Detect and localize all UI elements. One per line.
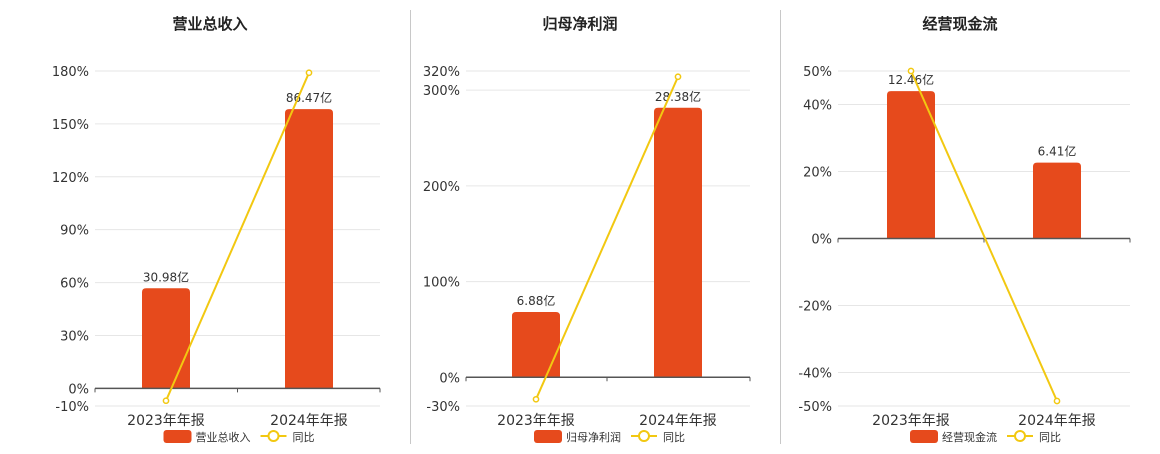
bar (887, 91, 935, 239)
series-line (910, 70, 1058, 402)
x-tick-label: 2024年年报 (270, 413, 348, 429)
bar-value-label: 86.47亿 (286, 90, 332, 105)
legend-bar-label: 营业总收入 (196, 430, 251, 444)
panel-divider (410, 10, 411, 444)
y-tick-label: -20% (798, 300, 832, 315)
x-tick-label: 2023年年报 (497, 413, 575, 429)
chart-title: 营业总收入 (172, 15, 247, 33)
legend-line-marker (1014, 430, 1026, 442)
legend-line-marker (267, 430, 280, 442)
legend-bar-swatch (910, 430, 938, 443)
line-point (674, 73, 682, 81)
y-tick-label: 40% (803, 99, 832, 114)
legend-bar-swatch (534, 430, 562, 443)
y-tick-label: 200% (423, 180, 460, 195)
legend-bar-label: 归母净利润 (566, 430, 621, 444)
x-tick-label: 2024年年报 (1018, 413, 1096, 429)
bar (1033, 162, 1081, 239)
x-tick-label: 2023年年报 (872, 413, 950, 429)
legend-line-marker (638, 430, 650, 442)
bar-value-label: 6.88亿 (517, 293, 556, 308)
y-tick-label: 30% (60, 329, 89, 344)
y-tick-label: 180% (52, 65, 89, 80)
line-point (305, 69, 313, 77)
y-tick-label: -40% (798, 367, 832, 382)
series-line (535, 76, 679, 400)
bar (142, 288, 190, 389)
y-tick-label: -10% (55, 400, 89, 415)
chart-panel: 营业总收入 -10% 0% 30% 60% 90% 120% 150% 180% 30.98亿 86… (52, 15, 381, 444)
bar (285, 109, 333, 389)
y-tick-label: -30% (426, 400, 460, 415)
y-tick-label: 90% (60, 224, 89, 239)
line-point (532, 395, 540, 403)
chart-title: 归母净利润 (542, 15, 617, 33)
chart-panel: 归母净利润 -30% 0% 100% 200% 300% 320% 6.88亿 28.38亿 20… (423, 15, 751, 444)
x-tick-label: 2024年年报 (639, 413, 717, 429)
panel-divider (780, 10, 781, 444)
line-point (1053, 397, 1061, 405)
y-tick-label: 320% (423, 65, 460, 80)
x-tick-label: 2023年年报 (127, 413, 205, 429)
y-tick-label: 100% (423, 276, 460, 291)
y-tick-label: 150% (52, 118, 89, 133)
legend-line-label: 同比 (663, 431, 685, 444)
line-point (162, 397, 170, 405)
legend-line-label: 同比 (1039, 431, 1061, 444)
y-tick-label: 0% (68, 382, 89, 397)
bar-value-label: 6.41亿 (1038, 144, 1077, 159)
bar-value-label: 30.98亿 (143, 269, 189, 284)
bar (512, 311, 560, 378)
line-point (907, 67, 915, 75)
legend-bar-swatch (163, 430, 192, 443)
y-tick-label: 60% (60, 277, 89, 292)
bar-value-label: 28.38亿 (655, 89, 701, 104)
series-line (165, 72, 310, 402)
legend-line-label: 同比 (293, 431, 315, 444)
y-tick-label: 0% (439, 371, 460, 386)
bar-value-label: 12.46亿 (888, 72, 934, 87)
y-tick-label: 20% (803, 166, 832, 181)
y-tick-label: -50% (798, 400, 832, 415)
y-tick-label: 0% (811, 233, 832, 248)
y-tick-label: 300% (423, 84, 460, 99)
bar (654, 107, 702, 378)
y-tick-label: 50% (803, 65, 832, 80)
chart-title: 经营现金流 (922, 15, 997, 33)
y-tick-label: 120% (52, 171, 89, 186)
legend-bar-label: 经营现金流 (942, 430, 997, 444)
chart-panel: 经营现金流 -50% -40% -20% 0% 20% 40% 50% 12.46亿 6.41亿 2… (798, 15, 1131, 444)
